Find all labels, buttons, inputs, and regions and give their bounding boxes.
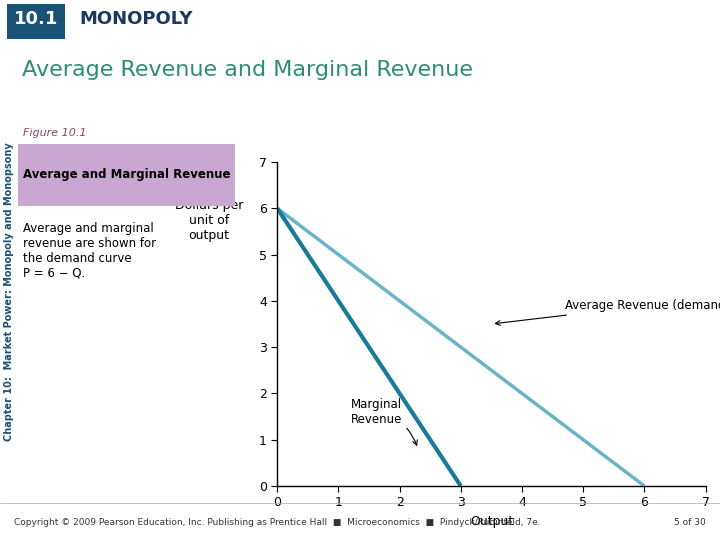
Y-axis label: Dollars per
unit of
output: Dollars per unit of output [174,199,243,242]
Text: Average and Marginal Revenue: Average and Marginal Revenue [23,168,230,181]
X-axis label: Output: Output [469,515,513,528]
Text: MONOPOLY: MONOPOLY [79,10,193,29]
FancyBboxPatch shape [16,144,235,206]
Text: Average Revenue (demand): Average Revenue (demand) [495,299,720,325]
Text: Average Revenue and Marginal Revenue: Average Revenue and Marginal Revenue [22,60,472,80]
Text: 5 of 30: 5 of 30 [674,518,706,527]
FancyBboxPatch shape [7,4,65,39]
Text: Average and marginal
revenue are shown for
the demand curve
P = 6 − Q.: Average and marginal revenue are shown f… [23,221,156,280]
Text: Figure 10.1: Figure 10.1 [23,129,86,138]
Text: Chapter 10:  Market Power: Monopoly and Monopsony: Chapter 10: Market Power: Monopoly and M… [4,142,14,441]
Text: 10.1: 10.1 [14,10,58,29]
Text: Copyright © 2009 Pearson Education, Inc. Publishing as Prentice Hall  ■  Microec: Copyright © 2009 Pearson Education, Inc.… [14,518,541,527]
Text: Marginal
Revenue: Marginal Revenue [351,398,418,445]
